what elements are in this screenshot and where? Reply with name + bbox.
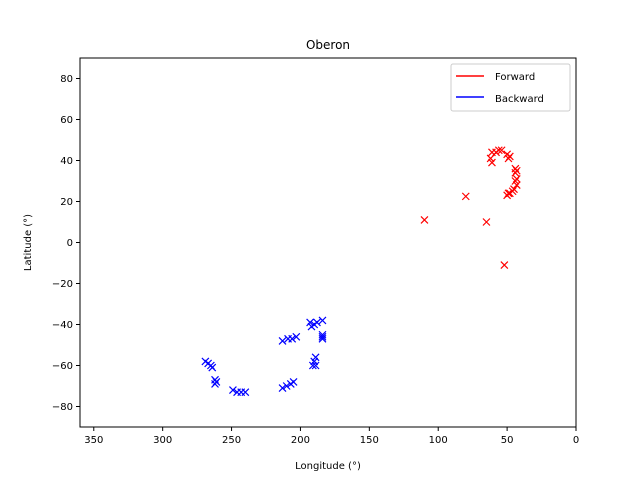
data-point [318, 332, 327, 341]
data-point [278, 336, 287, 345]
data-point [286, 380, 295, 388]
data-point [497, 146, 506, 155]
y-tick-label: 60 [60, 115, 73, 126]
data-point [292, 332, 301, 341]
data-point [420, 216, 429, 224]
data-point [504, 154, 513, 163]
x-tick-label: 300 [153, 435, 172, 446]
x-tick-label: 100 [429, 435, 448, 446]
y-axis-label: Latitude (°) [23, 214, 34, 271]
chart-title: Oberon [306, 38, 350, 52]
series-backward [201, 316, 327, 397]
plot-area [201, 146, 521, 397]
data-point [233, 388, 241, 397]
data-point [512, 181, 521, 190]
data-point [211, 380, 219, 388]
y-tick-label: −80 [52, 402, 73, 413]
data-point [504, 189, 513, 198]
x-tick-label: 250 [222, 435, 241, 446]
y-tick-label: −40 [52, 320, 73, 331]
x-tick-label: 0 [573, 435, 579, 446]
data-point [482, 218, 491, 226]
legend-label-backward: Backward [495, 94, 544, 105]
data-point [284, 334, 292, 343]
data-point [318, 316, 327, 325]
series-forward [420, 146, 521, 269]
y-tick-label: −20 [52, 279, 73, 290]
data-point [311, 361, 320, 370]
legend: Forward Backward [450, 63, 571, 112]
y-tick-label: 40 [60, 156, 73, 167]
data-point [278, 384, 287, 392]
axes: 350 300 250 200 150 100 50 0806040200−20−40−60−… [52, 74, 579, 446]
x-axis-label: Longitude (°) [295, 461, 361, 472]
y-tick-label: 20 [60, 197, 73, 208]
y-tick-label: 80 [60, 74, 73, 85]
data-point [461, 192, 470, 201]
data-point [201, 357, 210, 366]
x-tick-label: 150 [360, 435, 379, 446]
legend-label-forward: Forward [495, 72, 535, 83]
data-point [306, 318, 315, 327]
data-point [494, 146, 503, 155]
plot-frame [79, 57, 577, 428]
data-point [229, 386, 237, 395]
data-point [511, 168, 520, 177]
data-point [282, 382, 291, 390]
x-tick-label: 50 [501, 435, 514, 446]
data-point [308, 361, 317, 370]
data-point [318, 334, 327, 343]
x-tick-label: 200 [291, 435, 310, 446]
x-tick-label: 350 [84, 435, 103, 446]
y-tick-label: −60 [52, 361, 73, 372]
y-tick-label: 0 [67, 238, 73, 249]
data-point [500, 261, 509, 269]
